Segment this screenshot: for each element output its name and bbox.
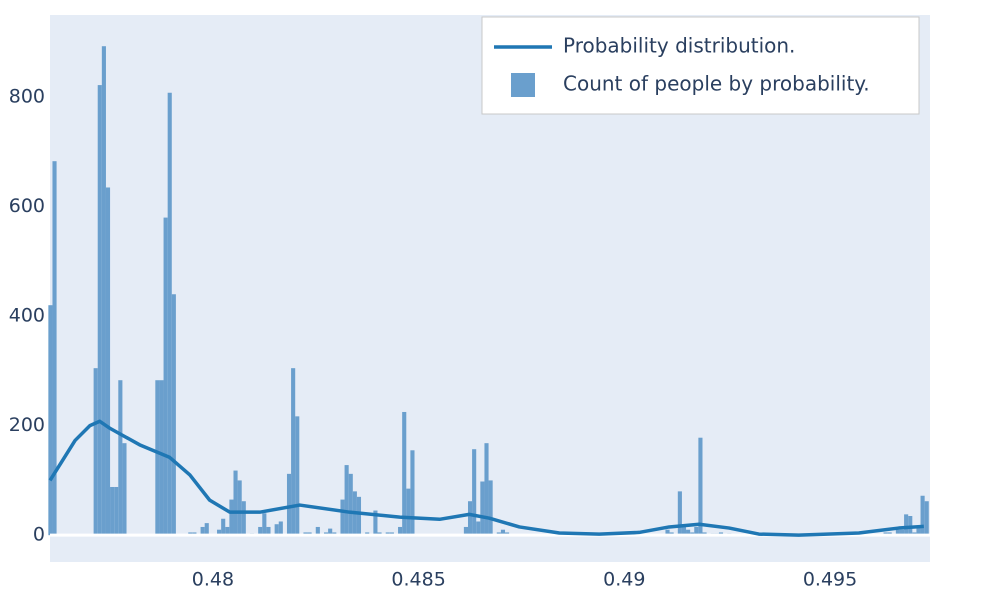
y-tick-label: 200 <box>9 414 45 436</box>
histogram-bar <box>262 513 267 536</box>
histogram-bar <box>278 521 283 536</box>
histogram-bar <box>171 294 176 536</box>
y-tick-label: 400 <box>9 305 45 327</box>
histogram-bar <box>52 161 57 536</box>
histogram-bar <box>677 491 682 536</box>
histogram-bar <box>406 488 411 536</box>
histogram-bar <box>698 437 703 536</box>
histogram-bar <box>681 526 687 536</box>
histogram-bar <box>233 470 238 536</box>
histogram-bar <box>237 480 242 536</box>
x-tick-label: 0.495 <box>803 569 857 591</box>
x-tick-label: 0.49 <box>603 569 645 591</box>
histogram-bar <box>200 526 205 536</box>
histogram-bar <box>97 85 102 536</box>
line-series <box>48 419 924 537</box>
histogram-bar <box>286 473 292 536</box>
histogram-bar <box>118 380 123 536</box>
histogram-bar <box>472 449 477 536</box>
legend: Probability distribution. Count of people… <box>481 16 920 115</box>
histogram-bar <box>402 411 407 536</box>
histogram-bar <box>356 496 362 536</box>
legend-box <box>481 16 920 115</box>
histogram-bar <box>225 526 230 536</box>
histogram-bar <box>920 495 925 536</box>
marks <box>48 46 930 537</box>
histogram-bar <box>467 501 473 536</box>
histogram-bar <box>904 514 909 536</box>
histogram-bar <box>204 523 209 536</box>
histogram-bar <box>340 499 345 536</box>
legend-label: Probability distribution. <box>563 34 795 58</box>
histogram-bar <box>463 526 468 536</box>
histogram-bar <box>101 46 106 536</box>
histogram-bar <box>159 380 164 536</box>
x-tick-label: 0.48 <box>192 569 234 591</box>
histogram-bar <box>266 526 271 536</box>
histogram-bar <box>410 450 415 536</box>
histogram-bar <box>167 92 172 536</box>
y-tick-label: 0 <box>33 524 45 546</box>
histogram-bar <box>291 368 296 536</box>
histogram-bar <box>221 518 226 536</box>
histogram-bar <box>694 526 699 536</box>
histogram-bar <box>500 529 506 536</box>
histogram-bar <box>258 526 263 536</box>
histogram-bar <box>398 526 403 536</box>
histogram-bar <box>665 529 670 536</box>
histogram-bar <box>686 529 691 536</box>
histogram-bar <box>163 217 168 536</box>
histogram-bar <box>122 443 127 536</box>
histogram-bar <box>480 481 485 536</box>
legend-swatch <box>511 73 535 97</box>
histogram-bar <box>484 443 489 536</box>
histogram-bar <box>241 501 246 536</box>
y-tick-label: 800 <box>9 86 45 108</box>
histogram-bar <box>114 486 119 536</box>
histogram-bar <box>344 465 349 536</box>
histogram-bar <box>895 529 900 536</box>
histogram-bar <box>476 521 481 536</box>
histogram-bar <box>110 486 115 536</box>
histogram-bar <box>328 528 333 536</box>
histogram-bar <box>373 510 378 536</box>
histogram-bar <box>105 187 111 536</box>
histogram-bar <box>488 480 493 536</box>
histogram-bar <box>48 305 53 536</box>
histogram-bar <box>348 473 353 536</box>
histogram-bar <box>217 529 222 536</box>
x-tick-label: 0.485 <box>391 569 445 591</box>
y-tick-label: 600 <box>9 195 45 217</box>
histogram-bar <box>899 529 905 536</box>
histogram-bar <box>155 380 160 536</box>
histogram-bar <box>924 501 929 536</box>
histogram-bar <box>295 416 300 536</box>
histogram-bar <box>274 524 279 536</box>
histogram-bar <box>229 499 234 536</box>
histogram-bar <box>916 526 921 536</box>
histogram-bar <box>315 526 320 536</box>
histogram-bar <box>93 368 98 536</box>
legend-label: Count of people by probability. <box>563 72 870 96</box>
